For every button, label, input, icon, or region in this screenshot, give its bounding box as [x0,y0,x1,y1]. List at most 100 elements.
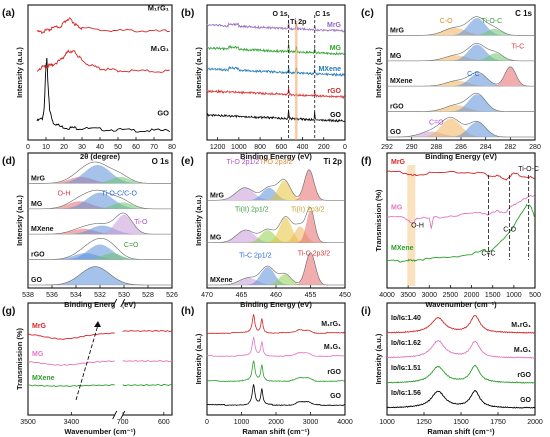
id-ig-ratio-label: Iᴅ/Iɢ:1.56 [391,390,421,397]
annotation-co: C-O [503,226,516,233]
ti2p-highlight [295,21,298,140]
panel-label: (b) [181,7,194,19]
series-M1G1 [387,339,536,359]
fit-peak [388,118,535,137]
series-MrG [386,170,535,181]
series-M1G1 [206,336,345,358]
fit-peak [208,169,345,201]
x-tick-label: 538 [22,292,34,299]
row-label: MXene [210,277,233,284]
fit-peak [29,165,173,184]
peak-annotation: C-O [440,18,453,25]
axis-break-mark [112,298,118,308]
fit-peak [208,210,345,243]
axis-break-mark [120,410,126,420]
x-axis-label: Binding Energy (eV) [240,300,312,309]
series-label: GO [157,109,169,118]
x-tick-label: 292 [381,144,393,151]
panel-title: C 1s [515,9,532,18]
x-axis-label: Binding Energy (eV) [425,152,497,161]
series-MrG [27,332,115,340]
id-ig-ratio-label: Iᴅ/Iɢ:1.51 [391,365,421,372]
x-tick-label: 0 [26,144,30,151]
x-tick-label: 1000 [231,144,247,151]
x-axis-label: Binding Energy (eV) [240,152,312,161]
x-tick-label: 526 [166,292,178,299]
x-tick-label: 455 [305,292,317,299]
series-MG [27,360,115,366]
series-label: GO [520,397,531,404]
x-axis-label: Raman shift (cm⁻¹) [242,427,310,436]
annotation-c1s: C 1s [315,11,330,18]
x-tick-label: 1000 [379,419,395,426]
x-axis-label: Raman shift (cm⁻¹) [427,427,495,436]
x-axis-label: Wavenumber (cm⁻¹) [64,427,136,436]
y-axis-label: Transmission (%) [15,327,24,390]
x-tick-label: 400 [297,144,309,151]
x-tick-label: 50 [114,144,122,151]
fit-peak [208,252,345,285]
series-M1G1 [36,49,170,73]
panel-label: (i) [361,305,371,317]
row-label: rGO [390,104,404,111]
fit-peak [208,230,345,243]
series-rGO [206,87,345,100]
series-label: MXene [391,245,414,252]
x-tick-label: 800 [254,144,266,151]
id-ig-ratio-label: Iᴅ/Iɢ:1.62 [391,340,421,347]
fit-peak [208,187,345,201]
x-tick-label: 536 [46,292,58,299]
x-axis-label: 2θ (degree) [80,152,120,161]
plot-frame-a [27,4,173,141]
series-label: GO [330,112,341,119]
axis-break-mark [120,298,126,308]
panel-label: (g) [2,305,15,317]
annotation-tioc: Ti-O-C [518,166,539,173]
series-MXene [206,65,345,77]
x-tick-label: 40 [96,144,104,151]
fit-peak [388,28,535,36]
plot-frame-g [27,302,173,416]
peak-annotation: C=O [429,120,444,127]
x-tick-label: 0 [205,419,209,426]
axis-break-gap [114,301,123,417]
panel-label: (d) [2,155,15,167]
row-label: MG [31,201,43,208]
fit-peak [388,131,535,137]
series-MXene [386,203,535,263]
x-tick-label: 460 [270,292,282,299]
x-tick-label: 700 [117,419,129,426]
fit-peak [388,121,535,137]
x-tick-label: 3500 [400,292,416,299]
fit-peak [208,217,345,243]
annotation-ti2p: Ti 2p [290,19,306,26]
panel-title: Ti 2p [323,157,342,166]
annotation-o1s: O 1s [272,11,287,18]
fit-peak [29,225,173,235]
x-tick-label: 2000 [527,419,543,426]
x-tick-label: 2500 [443,292,459,299]
fit-peak [388,44,535,61]
series-label: MG [391,205,403,212]
series-label: rGO [327,88,341,95]
row-label: GO [31,277,42,284]
series-label: MXene [318,66,341,73]
x-tick-label: 3000 [303,419,319,426]
x-tick-label: 470 [201,292,213,299]
plot-frame-e [206,152,346,289]
series-label: rGO [327,369,341,376]
x-tick-label: 1500 [485,292,501,299]
series-label: MG [330,45,342,52]
x-tick-label: 530 [118,292,130,299]
fit-peak [388,80,535,87]
plot-frame-h [206,302,346,416]
envelope-line [207,252,345,286]
x-tick-label: 500 [529,292,541,299]
series-rGO [206,360,345,383]
fit-peak [388,53,535,61]
x-tick-label: 290 [406,144,418,151]
x-tick-label: 70 [150,144,158,151]
fit-peak [29,202,173,209]
panel-title: O 1s [152,157,170,166]
row-label: MG [210,235,222,242]
